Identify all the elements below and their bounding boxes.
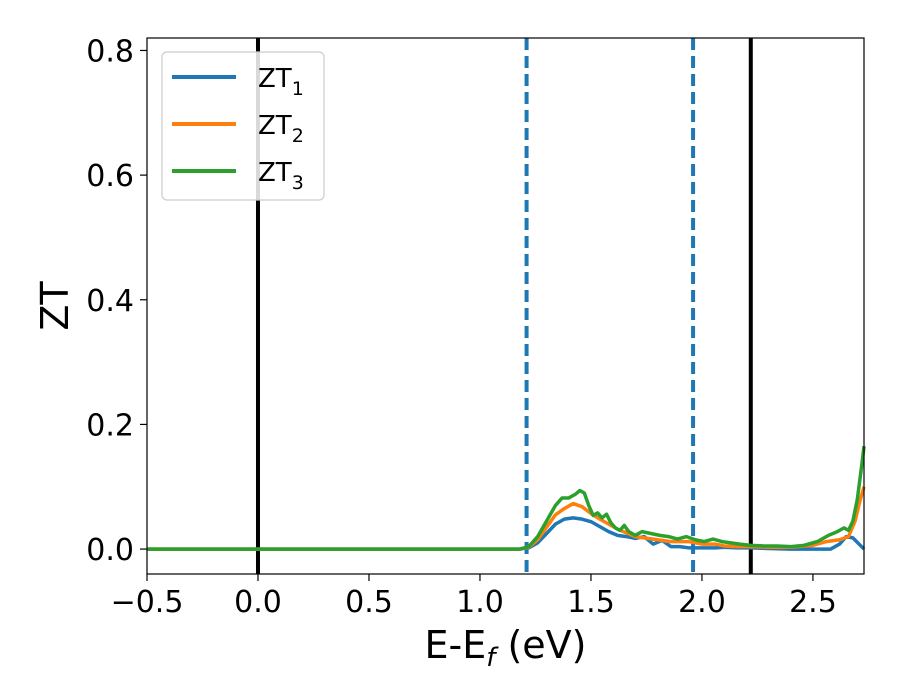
y-tick-label: 0.4 bbox=[86, 284, 134, 319]
x-tick-label: 1.5 bbox=[567, 585, 615, 620]
y-tick-label: 0.6 bbox=[86, 159, 134, 194]
series-line-zt3 bbox=[147, 446, 866, 551]
series-line-zt1 bbox=[147, 516, 866, 551]
y-tick-label: 0.0 bbox=[86, 533, 134, 568]
plot-frame bbox=[146, 37, 865, 575]
x-tick-label: 0.0 bbox=[234, 585, 282, 620]
x-axis-label: E-Ef (eV) bbox=[425, 623, 587, 673]
legend-label-zt2: ZT2 bbox=[258, 111, 304, 147]
y-axis-label: ZT bbox=[33, 281, 77, 331]
x-tick-label: 0.5 bbox=[345, 585, 393, 620]
x-tick-label: −0.5 bbox=[111, 585, 184, 620]
y-tick-label: 0.8 bbox=[86, 34, 134, 69]
y-tick-label: 0.2 bbox=[86, 408, 134, 443]
series-lines bbox=[147, 446, 866, 551]
reference-lines bbox=[255, 38, 753, 574]
legend-label-zt3: ZT3 bbox=[258, 158, 304, 194]
x-ticks: −0.5 0.0 0.5 1.0 1.5 2.0 2.5 bbox=[111, 574, 837, 620]
x-tick-label: 2.5 bbox=[789, 585, 837, 620]
series-line-zt2 bbox=[147, 486, 866, 551]
legend: ZT1 ZT2 ZT3 bbox=[161, 51, 325, 201]
y-ticks: 0.0 0.2 0.4 0.6 0.8 bbox=[86, 34, 147, 568]
legend-label-zt1: ZT1 bbox=[258, 64, 304, 100]
x-tick-label: 2.0 bbox=[678, 585, 726, 620]
x-tick-label: 1.0 bbox=[456, 585, 504, 620]
legend-box bbox=[161, 51, 325, 201]
